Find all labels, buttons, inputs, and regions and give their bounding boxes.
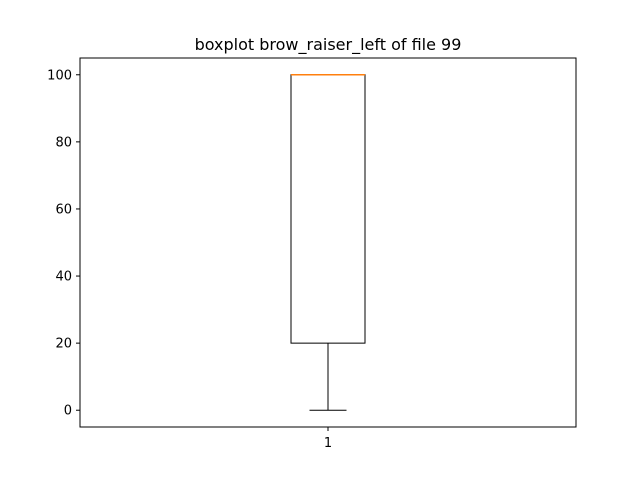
axes-frame [79,57,577,428]
plot-area: 0 20 40 60 80 100 1 [47,68,366,451]
y-tick-label-100: 100 [47,68,72,83]
y-tick-label-60: 60 [55,202,72,217]
y-tick-label-40: 40 [55,270,72,285]
y-tick-label-20: 20 [55,337,72,352]
y-tick-label-80: 80 [55,135,72,150]
x-tick-label-1: 1 [324,436,332,451]
y-tick-label-0: 0 [64,404,72,419]
chart-title: boxplot brow_raiser_left of file 99 [195,35,462,55]
